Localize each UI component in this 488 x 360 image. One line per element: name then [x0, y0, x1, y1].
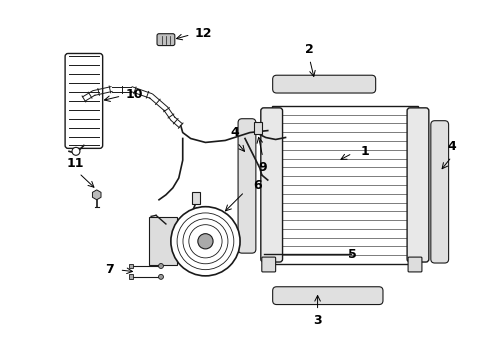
Text: 1: 1	[360, 145, 369, 158]
Circle shape	[158, 274, 163, 279]
Text: 2: 2	[305, 43, 313, 56]
FancyBboxPatch shape	[272, 75, 375, 93]
Text: 8: 8	[201, 229, 209, 242]
FancyBboxPatch shape	[407, 108, 428, 262]
Circle shape	[198, 234, 213, 249]
Text: 10: 10	[125, 89, 143, 102]
FancyBboxPatch shape	[272, 287, 382, 305]
FancyBboxPatch shape	[261, 257, 275, 272]
FancyBboxPatch shape	[238, 119, 255, 253]
Text: 11: 11	[66, 157, 83, 170]
Text: 9: 9	[258, 161, 266, 174]
Circle shape	[72, 147, 80, 155]
Bar	[191, 192, 199, 204]
FancyBboxPatch shape	[407, 257, 421, 272]
Text: 4: 4	[230, 126, 239, 139]
Bar	[271, 106, 417, 264]
FancyBboxPatch shape	[430, 121, 447, 263]
Bar	[253, 122, 261, 134]
Bar	[129, 274, 133, 279]
Text: 6: 6	[252, 179, 261, 193]
FancyBboxPatch shape	[157, 34, 174, 46]
Text: 12: 12	[194, 27, 212, 40]
Bar	[149, 217, 177, 265]
FancyBboxPatch shape	[260, 108, 282, 262]
FancyBboxPatch shape	[65, 54, 102, 148]
Circle shape	[158, 264, 163, 269]
Text: 4: 4	[447, 140, 455, 153]
Text: 7: 7	[105, 264, 114, 276]
Bar	[129, 264, 133, 269]
Text: 3: 3	[313, 314, 321, 327]
Circle shape	[170, 207, 240, 276]
Text: 5: 5	[347, 248, 356, 261]
